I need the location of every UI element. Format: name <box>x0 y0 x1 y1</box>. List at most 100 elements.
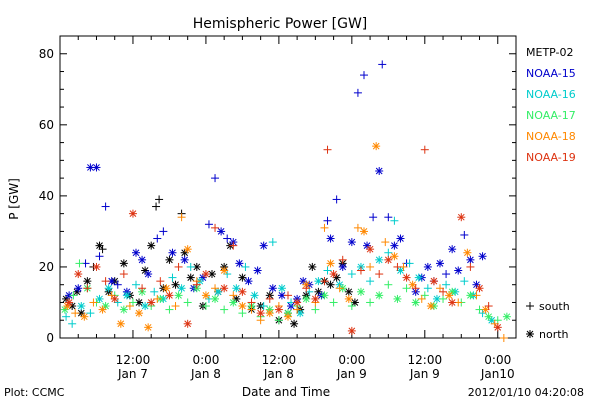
x-tick-label-date: Jan 8 <box>190 367 221 381</box>
south-point <box>353 223 362 232</box>
south-point <box>384 248 393 257</box>
south-point <box>68 319 77 328</box>
south-point <box>75 259 84 268</box>
north-point <box>478 252 487 261</box>
south-point <box>356 266 365 275</box>
footer-credit: Plot: CCMC <box>4 386 65 399</box>
north-point <box>183 245 192 254</box>
north-point <box>484 312 493 321</box>
x-tick-label-date: Jan 8 <box>263 367 294 381</box>
legend-entry-noaa-15: NOAA-15 <box>526 67 576 80</box>
north-point <box>448 245 457 254</box>
south-point <box>86 309 95 318</box>
south-point <box>132 280 140 289</box>
chart-title: Hemispheric Power [GW] <box>193 16 368 32</box>
south-point <box>98 245 107 254</box>
north-point <box>73 287 82 296</box>
north-point <box>174 291 183 300</box>
north-point <box>423 262 432 271</box>
north-point <box>220 284 229 293</box>
north-point <box>116 319 125 328</box>
south-point <box>423 284 432 293</box>
x-tick-label-time: 0:00 <box>192 353 219 367</box>
south-point <box>369 213 378 222</box>
north-point <box>177 284 186 293</box>
north-point <box>95 294 104 303</box>
south-point <box>69 291 78 300</box>
south-point <box>211 174 220 183</box>
north-point <box>147 298 156 307</box>
north-point <box>92 262 101 271</box>
north-point <box>214 287 223 296</box>
north-point <box>92 163 101 172</box>
series-noaa-18 <box>63 142 508 342</box>
north-point <box>393 294 402 303</box>
south-point <box>375 270 384 279</box>
north-point <box>135 309 144 318</box>
south-point <box>247 298 256 307</box>
south-point <box>411 284 420 293</box>
north-point <box>466 291 475 300</box>
north-point <box>65 298 74 307</box>
south-point <box>83 284 92 293</box>
north-point <box>256 309 265 318</box>
x-tick-label-time: 12:00 <box>116 353 151 367</box>
south-point <box>439 294 448 303</box>
south-point <box>311 305 320 314</box>
south-point <box>390 216 399 225</box>
south-point <box>332 195 341 204</box>
north-point <box>308 262 317 271</box>
north-point <box>375 167 384 176</box>
north-point <box>293 298 302 307</box>
north-point <box>83 277 92 286</box>
north-point <box>244 277 253 286</box>
south-point <box>499 334 508 342</box>
x-tick-label-time: 12:00 <box>262 353 297 367</box>
north-point <box>290 319 299 328</box>
north-point <box>74 284 83 293</box>
south-point <box>211 223 220 232</box>
south-point <box>442 280 451 289</box>
south-point <box>153 234 162 243</box>
south-point <box>484 302 493 311</box>
north-point <box>326 280 335 289</box>
north-point <box>80 312 89 321</box>
legend-entry-noaa-19: NOAA-19 <box>526 151 576 164</box>
north-point <box>347 326 356 335</box>
north-point <box>454 266 463 275</box>
north-point <box>338 262 347 271</box>
x-tick-label-date: Jan 9 <box>336 367 367 381</box>
north-point <box>274 305 283 314</box>
north-point <box>384 255 393 264</box>
south-point <box>323 216 332 225</box>
north-point <box>232 284 241 293</box>
north-point <box>186 273 195 282</box>
marker-legend: south north <box>526 300 570 341</box>
series-noaa-15 <box>65 60 487 311</box>
south-point <box>366 262 375 271</box>
north-point <box>235 259 244 268</box>
north-point <box>238 273 247 282</box>
north-point <box>375 291 384 300</box>
series-noaa-19 <box>65 145 502 335</box>
north-point <box>426 302 435 311</box>
north-point <box>183 319 192 328</box>
north-point <box>168 248 177 257</box>
south-point <box>204 220 213 229</box>
north-point <box>329 270 338 279</box>
south-point <box>420 145 429 154</box>
south-point <box>259 302 268 311</box>
north-point <box>119 305 128 314</box>
series-noaa-17 <box>60 259 511 325</box>
y-axis: 0 20 40 60 80 <box>39 35 516 345</box>
y-tick-label: 40 <box>39 189 54 203</box>
south-point <box>229 241 238 250</box>
north-point <box>360 227 368 236</box>
north-point <box>138 255 147 264</box>
north-point <box>314 277 323 286</box>
south-point <box>393 262 402 271</box>
north-point <box>128 209 137 218</box>
north-point <box>277 284 286 293</box>
south-point <box>405 259 414 268</box>
